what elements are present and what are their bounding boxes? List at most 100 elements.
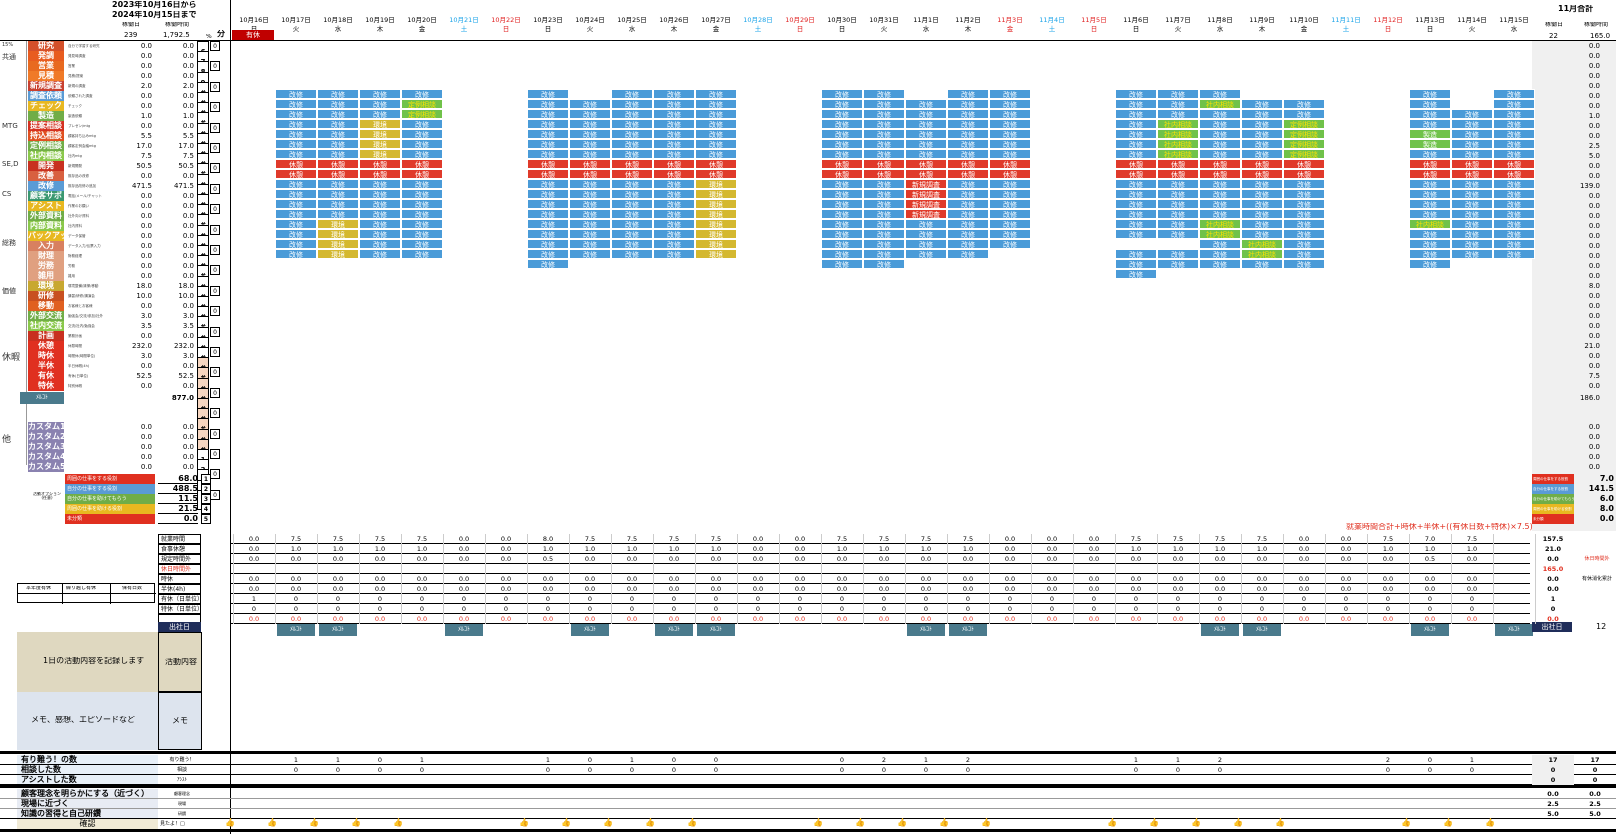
schedule-block[interactable]: 改修 bbox=[905, 129, 947, 139]
schedule-block[interactable]: 改修 bbox=[359, 189, 401, 199]
thumbs-up-icon[interactable]: 👍 bbox=[267, 818, 277, 827]
schedule-block[interactable]: 改修 bbox=[1157, 109, 1199, 119]
schedule-block[interactable]: 休憩 bbox=[1241, 159, 1283, 169]
feedback-cell[interactable]: 0 bbox=[1427, 756, 1433, 764]
schedule-block[interactable]: 社内相談 bbox=[1409, 219, 1451, 229]
schedule-block[interactable]: 改修 bbox=[317, 99, 359, 109]
schedule-block[interactable]: 改修 bbox=[1115, 119, 1157, 129]
schedule-block[interactable]: 休憩 bbox=[653, 169, 695, 179]
schedule-block[interactable]: 休憩 bbox=[275, 169, 317, 179]
schedule-block[interactable]: 定例相談 bbox=[1283, 139, 1325, 149]
schedule-block[interactable]: 改修 bbox=[989, 149, 1031, 159]
schedule-block[interactable]: 改修 bbox=[1283, 219, 1325, 229]
schedule-block[interactable]: 改修 bbox=[275, 89, 317, 99]
schedule-block[interactable]: 休憩 bbox=[821, 159, 863, 169]
schedule-block[interactable]: 改修 bbox=[1241, 139, 1283, 149]
thumbs-up-icon[interactable]: 👍 bbox=[1275, 818, 1285, 827]
schedule-block[interactable]: 改修 bbox=[1115, 249, 1157, 259]
schedule-block[interactable]: 改修 bbox=[695, 129, 737, 139]
feedback-cell[interactable]: 1 bbox=[629, 756, 635, 764]
schedule-block[interactable]: 改修 bbox=[569, 119, 611, 129]
schedule-block[interactable]: 定例相談 bbox=[401, 99, 443, 109]
category-label[interactable]: 有休 bbox=[28, 371, 64, 381]
schedule-block[interactable]: 改修 bbox=[863, 109, 905, 119]
schedule-block[interactable]: 改修 bbox=[1115, 219, 1157, 229]
schedule-block[interactable]: 改修 bbox=[1409, 119, 1451, 129]
schedule-block[interactable]: 改修 bbox=[611, 129, 653, 139]
schedule-block[interactable]: 改修 bbox=[401, 179, 443, 189]
schedule-block[interactable]: 改修 bbox=[527, 259, 569, 269]
schedule-block[interactable]: 改修 bbox=[1283, 109, 1325, 119]
schedule-block[interactable]: 環境 bbox=[359, 129, 401, 139]
schedule-block[interactable]: 改修 bbox=[947, 119, 989, 129]
feedback-cell[interactable] bbox=[1031, 765, 1073, 775]
feedback-cell[interactable] bbox=[1325, 755, 1367, 765]
schedule-block[interactable]: 改修 bbox=[401, 199, 443, 209]
feedback-cell[interactable]: 0 bbox=[1385, 766, 1391, 774]
category-label[interactable]: 改善 bbox=[28, 171, 64, 181]
category-label[interactable]: 休憩 bbox=[28, 341, 64, 351]
schedule-block[interactable]: 改修 bbox=[1451, 239, 1493, 249]
thumbs-up-icon[interactable]: 👍 bbox=[1485, 818, 1495, 827]
schedule-block[interactable]: 改修 bbox=[1241, 199, 1283, 209]
schedule-block[interactable]: 改修 bbox=[863, 239, 905, 249]
schedule-block[interactable]: 環境 bbox=[317, 219, 359, 229]
schedule-block[interactable]: 改修 bbox=[653, 99, 695, 109]
schedule-block[interactable]: 改修 bbox=[569, 99, 611, 109]
schedule-block[interactable]: 改修 bbox=[653, 209, 695, 219]
schedule-block[interactable]: 改修 bbox=[695, 149, 737, 159]
schedule-block[interactable]: 改修 bbox=[275, 199, 317, 209]
schedule-block[interactable]: 改修 bbox=[1157, 219, 1199, 229]
option-slot[interactable]: 5 bbox=[201, 514, 211, 524]
feedback-cell[interactable] bbox=[1283, 765, 1325, 775]
schedule-block[interactable]: 改修 bbox=[653, 149, 695, 159]
schedule-block[interactable]: 改修 bbox=[359, 179, 401, 189]
category-label[interactable]: 計画 bbox=[28, 331, 64, 341]
schedule-block[interactable]: 休憩 bbox=[989, 159, 1031, 169]
schedule-block[interactable]: 改修 bbox=[611, 229, 653, 239]
schedule-block[interactable]: 改修 bbox=[1241, 109, 1283, 119]
option-slot[interactable]: 4 bbox=[201, 504, 211, 514]
schedule-block[interactable]: 環境 bbox=[695, 249, 737, 259]
schedule-block[interactable]: 改修 bbox=[1115, 209, 1157, 219]
schedule-block[interactable]: 改修 bbox=[1409, 199, 1451, 209]
feedback-cell[interactable] bbox=[485, 755, 527, 765]
schedule-block[interactable]: 改修 bbox=[1451, 119, 1493, 129]
schedule-block[interactable]: 改修 bbox=[1241, 209, 1283, 219]
thumbs-up-icon[interactable]: 👍 bbox=[309, 818, 319, 827]
category-label[interactable]: 営業 bbox=[28, 61, 64, 71]
schedule-block[interactable]: 改修 bbox=[1283, 99, 1325, 109]
schedule-block[interactable]: 改修 bbox=[1115, 109, 1157, 119]
feedback-cell[interactable] bbox=[1073, 775, 1115, 785]
schedule-block[interactable]: 改修 bbox=[569, 219, 611, 229]
schedule-block[interactable]: 改修 bbox=[989, 99, 1031, 109]
category-label[interactable]: アシスト bbox=[28, 201, 64, 211]
schedule-block[interactable]: 改修 bbox=[527, 219, 569, 229]
schedule-block[interactable]: 改修 bbox=[527, 249, 569, 259]
schedule-block[interactable]: 改修 bbox=[401, 89, 443, 99]
schedule-block[interactable]: 休憩 bbox=[317, 169, 359, 179]
schedule-block[interactable]: 改修 bbox=[989, 219, 1031, 229]
schedule-block[interactable]: 改修 bbox=[821, 149, 863, 159]
thumbs-up-icon[interactable]: 👍 bbox=[645, 818, 655, 827]
schedule-block[interactable]: 改修 bbox=[569, 109, 611, 119]
category-label[interactable]: 労務 bbox=[28, 261, 64, 271]
feedback-cell[interactable]: 0 bbox=[1133, 766, 1139, 774]
schedule-block[interactable]: 改修 bbox=[275, 229, 317, 239]
schedule-block[interactable]: 改修 bbox=[1493, 209, 1535, 219]
custom-category[interactable]: カスタム3 bbox=[28, 442, 64, 452]
schedule-block[interactable]: 改修 bbox=[527, 189, 569, 199]
schedule-block[interactable]: 改修 bbox=[275, 219, 317, 229]
category-label[interactable]: 製造 bbox=[28, 111, 64, 121]
schedule-block[interactable]: 改修 bbox=[1451, 109, 1493, 119]
feedback-cell[interactable]: 0 bbox=[671, 756, 677, 764]
schedule-block[interactable]: 改修 bbox=[653, 89, 695, 99]
schedule-block[interactable]: 休憩 bbox=[1199, 159, 1241, 169]
schedule-block[interactable]: 改修 bbox=[821, 99, 863, 109]
schedule-block[interactable]: 改修 bbox=[317, 179, 359, 189]
schedule-block[interactable]: 改修 bbox=[527, 99, 569, 109]
feedback-cell[interactable] bbox=[989, 775, 1031, 785]
thumbs-up-icon[interactable]: 👍 bbox=[1401, 818, 1411, 827]
schedule-block[interactable]: 定例相談 bbox=[1283, 129, 1325, 139]
category-label[interactable]: 研究 bbox=[28, 41, 64, 51]
